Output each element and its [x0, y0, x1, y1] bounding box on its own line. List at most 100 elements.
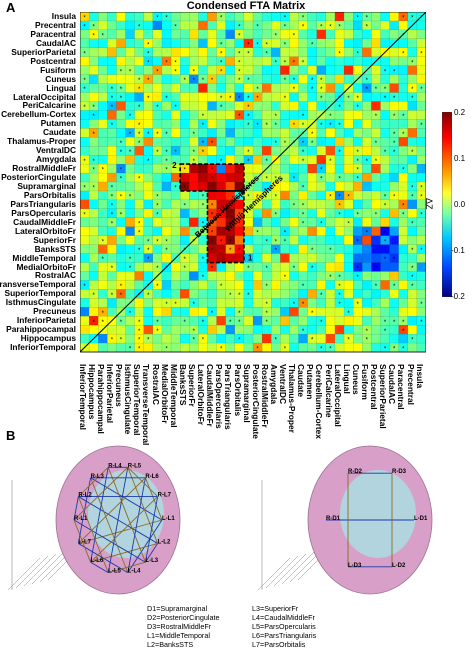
- matrix-cell: [289, 20, 299, 31]
- legend-item: L1=MiddleTemporal: [147, 631, 210, 640]
- matrix-cell: [261, 20, 272, 31]
- matrix-cell: [116, 47, 126, 58]
- matrix-cell: [325, 289, 336, 299]
- matrix-cell: [389, 235, 400, 245]
- significance-star: *: [411, 96, 414, 102]
- matrix-cell: [407, 316, 418, 326]
- matrix-cell: [343, 119, 354, 129]
- significance-star: *: [247, 42, 250, 48]
- matrix-cell: [407, 163, 418, 174]
- matrix-cell: [107, 20, 117, 31]
- matrix-cell: [80, 128, 90, 138]
- matrix-cell: [389, 325, 400, 335]
- node-label: L-L6: [91, 558, 104, 564]
- matrix-cell: [88, 38, 99, 49]
- significance-star: *: [156, 266, 159, 272]
- matrix-cell: [252, 128, 263, 138]
- matrix-cell: [398, 226, 409, 237]
- matrix-cell: [170, 289, 181, 299]
- node-label: R-L2: [78, 493, 92, 499]
- matrix-cell: [325, 280, 336, 290]
- node-label: L-L7: [78, 539, 91, 545]
- matrix-cell: [143, 316, 154, 326]
- matrix-cell: [380, 271, 390, 281]
- significance-star: *: [302, 60, 305, 66]
- matrix-cell: [143, 307, 154, 317]
- matrix-cell: [125, 333, 135, 344]
- matrix-cell: [407, 47, 418, 58]
- matrix-cell: [416, 101, 426, 111]
- matrix-cell: [280, 208, 290, 219]
- matrix-cell: [380, 155, 390, 165]
- row-label: Precentral: [35, 19, 76, 30]
- matrix-cell: [234, 271, 245, 281]
- matrix-cell: [298, 83, 308, 93]
- row-label: Supramarginal: [17, 181, 76, 191]
- significance-star: *: [129, 132, 132, 138]
- matrix-cell: [134, 307, 145, 317]
- matrix-cell: [362, 101, 372, 111]
- matrix-cell: [98, 208, 108, 219]
- matrix-cell: [180, 83, 190, 93]
- significance-star: *: [193, 69, 196, 75]
- matrix-cell: [389, 119, 400, 129]
- matrix-cell: [261, 271, 272, 281]
- significance-star: *: [384, 347, 387, 353]
- connection-line: [73, 519, 146, 563]
- significance-star: *: [357, 239, 360, 245]
- matrix-cell: [252, 65, 263, 75]
- significance-star: *: [338, 275, 341, 281]
- matrix-cell: [307, 20, 318, 31]
- matrix-cell: [362, 298, 372, 308]
- matrix-cell: [325, 38, 336, 49]
- matrix-cell: [80, 137, 90, 147]
- matrix-cell: [143, 65, 154, 75]
- matrix-cell: [243, 235, 254, 245]
- matrix-cell: [407, 226, 418, 237]
- matrix-cell: [152, 38, 163, 49]
- matrix-cell: [189, 190, 199, 201]
- matrix-cell: [371, 38, 381, 49]
- significance-star: *: [338, 204, 341, 210]
- legend-item: D2=PosteriorCingulate: [147, 613, 220, 622]
- matrix-cell: [407, 65, 418, 75]
- significance-star: *: [411, 150, 414, 156]
- matrix-cell: [298, 244, 308, 254]
- matrix-cell: [389, 208, 400, 219]
- matrix-cell: [362, 110, 372, 120]
- matrix-cell: [261, 29, 272, 40]
- matrix-cell: [225, 20, 236, 31]
- significance-star: *: [384, 204, 387, 210]
- matrix-cell: [289, 325, 299, 335]
- row-label: PeriCalcarine: [22, 100, 76, 111]
- matrix-cell: [216, 172, 227, 183]
- significance-star: *: [275, 141, 278, 147]
- matrix-cell: [216, 110, 227, 120]
- matrix-cell: [389, 289, 400, 299]
- connection-line: [107, 467, 129, 573]
- matrix-cell: [325, 333, 336, 344]
- matrix-title: Condensed FTA Matrix: [186, 0, 306, 12]
- matrix-cell: [88, 172, 99, 183]
- matrix-cell: [116, 298, 126, 308]
- significance-star: *: [238, 221, 241, 227]
- matrix-cell: [207, 325, 217, 335]
- matrix-cell: [343, 56, 354, 67]
- matrix-cell: [243, 20, 254, 31]
- matrix-cell: [389, 298, 400, 308]
- matrix-cell: [161, 119, 172, 129]
- matrix-cell: [143, 20, 154, 31]
- matrix-cell: [80, 262, 90, 272]
- significance-star: *: [92, 25, 95, 31]
- matrix-cell: [316, 128, 327, 138]
- matrix-cell: [180, 289, 190, 299]
- matrix-cell: [116, 119, 126, 129]
- matrix-cell: [107, 307, 117, 317]
- matrix-cell: [225, 307, 236, 317]
- significance-star: *: [275, 60, 278, 66]
- matrix-cell: [143, 172, 154, 183]
- matrix-cell: [198, 29, 208, 40]
- matrix-cell: [116, 38, 126, 49]
- significance-star: *: [284, 78, 287, 84]
- matrix-cell: [371, 163, 381, 174]
